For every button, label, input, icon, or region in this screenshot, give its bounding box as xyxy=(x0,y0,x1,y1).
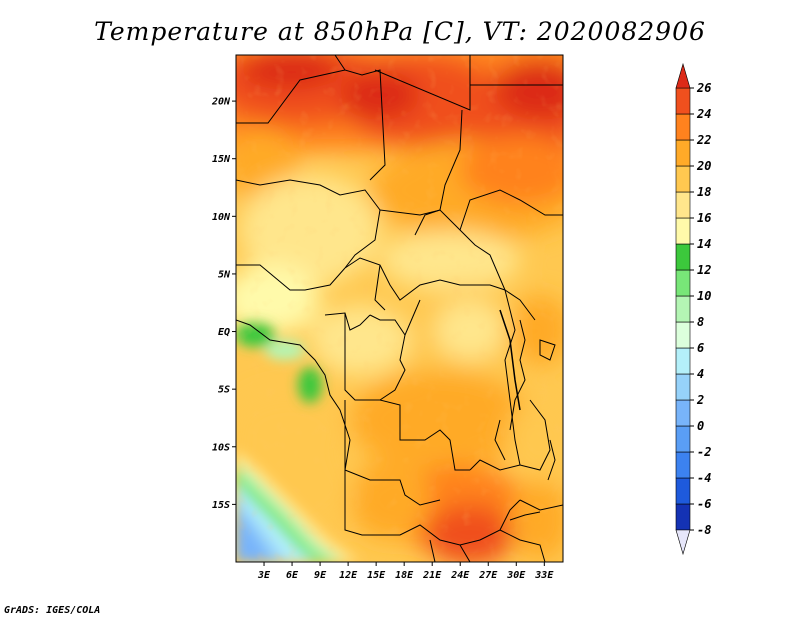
x-tick-label: 30E xyxy=(506,570,526,581)
x-tick-label: 3E xyxy=(257,570,271,581)
map-frame xyxy=(235,54,564,563)
colorbar-swatch xyxy=(675,503,691,531)
colorbar-swatch xyxy=(675,373,691,401)
x-tick-label: 21E xyxy=(422,570,442,581)
colorbar-over-arrow xyxy=(675,62,691,89)
chart-title: Temperature at 850hPa [C], VT: 202008290… xyxy=(94,17,706,46)
grads-credit: GrADS: IGES/COLA xyxy=(4,605,100,616)
x-tick-label: 9E xyxy=(314,570,327,581)
y-tick-label: 15S xyxy=(212,500,230,511)
colorbar-label: -4 xyxy=(697,471,711,485)
noise-overlay xyxy=(236,55,563,562)
colorbar-swatch xyxy=(675,269,691,297)
colorbar-label: 12 xyxy=(697,263,711,277)
y-tick-label: 15N xyxy=(212,154,231,165)
colorbar-label: 14 xyxy=(697,237,711,251)
colorbar-swatch xyxy=(675,217,691,245)
colorbar-swatch xyxy=(675,477,691,505)
map-panel xyxy=(236,55,563,562)
x-tick-label: 6E xyxy=(286,570,299,581)
colorbar-label: 8 xyxy=(697,315,704,329)
colorbar-label: 0 xyxy=(697,419,704,433)
x-tick-label: 27E xyxy=(478,570,498,581)
x-tick-label: 15E xyxy=(367,570,386,581)
colorbar-swatch xyxy=(675,165,691,193)
y-tick-label: 5S xyxy=(218,385,230,396)
colorbar-label: -2 xyxy=(697,445,711,459)
colorbar-swatch xyxy=(675,87,691,115)
y-tick-label: 5N xyxy=(218,269,231,280)
colorbar-swatch xyxy=(675,399,691,427)
colorbar-label: 22 xyxy=(696,133,711,147)
colorbar-label: 20 xyxy=(696,159,711,173)
colorbar-label: 16 xyxy=(697,211,711,225)
x-tick-label: 33E xyxy=(534,570,554,581)
y-tick-label: 10N xyxy=(212,212,231,223)
colorbar-label: 6 xyxy=(697,341,704,355)
y-tick-label: 10S xyxy=(212,442,230,453)
colorbar-swatch xyxy=(675,243,691,271)
colorbar-under-arrow xyxy=(675,529,691,556)
x-tick-label: 24E xyxy=(450,570,470,581)
colorbar-label: 4 xyxy=(697,367,704,381)
y-tick-label: EQ xyxy=(218,327,230,338)
colorbar-swatch xyxy=(675,347,691,375)
colorbar-swatch xyxy=(675,425,691,453)
colorbar-swatch xyxy=(675,191,691,219)
colorbar-label: 2 xyxy=(696,393,704,407)
colorbar-label: -6 xyxy=(697,497,711,511)
x-axis: 3E 6E 9E 12E 15E 18E 21E 24E 27E 30E 33E xyxy=(257,562,554,581)
colorbar-swatch xyxy=(675,295,691,323)
colorbar-label: -8 xyxy=(697,523,711,537)
colorbar-label: 18 xyxy=(697,185,711,199)
y-tick-label: 20N xyxy=(211,97,231,108)
x-tick-label: 18E xyxy=(395,570,414,581)
colorbar-label: 10 xyxy=(697,289,711,303)
colorbar-label: 24 xyxy=(696,107,711,121)
colorbar-swatch xyxy=(675,113,691,141)
colorbar-swatch xyxy=(675,139,691,167)
y-axis: 20N 15N 10N 5N EQ 5S 10S 15S xyxy=(211,97,236,511)
colorbar-swatch xyxy=(675,321,691,349)
colorbar-label: 26 xyxy=(696,81,711,95)
country-borders xyxy=(236,55,563,562)
colorbar-swatch xyxy=(675,451,691,479)
x-tick-label: 12E xyxy=(339,570,358,581)
